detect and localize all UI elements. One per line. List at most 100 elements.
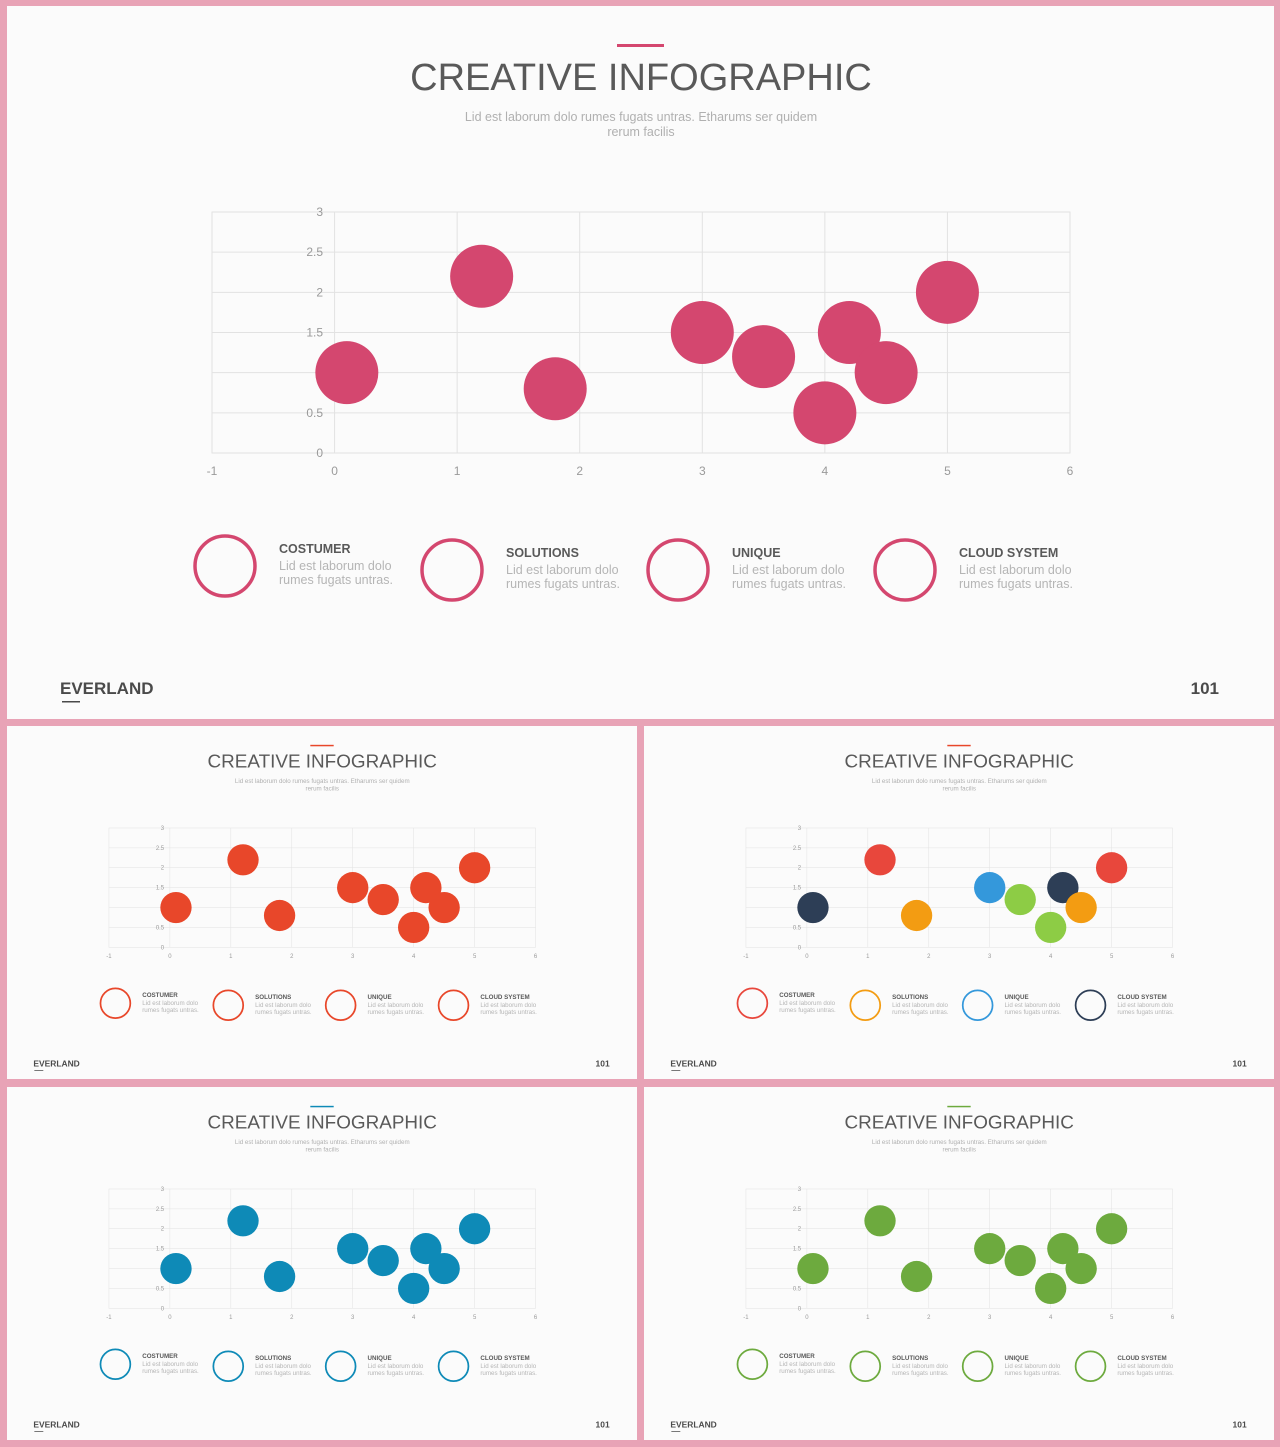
- legend-title: COSTUMER: [142, 992, 178, 999]
- legend-ring-icon: [437, 989, 470, 1021]
- scatter-chart: -1 0 1 2 3 4 5 6 0 0.5 1.5 2 2.5 3: [743, 826, 1175, 960]
- scatter-point: [1004, 883, 1036, 916]
- y-tick-label: 0.5: [306, 406, 323, 420]
- scatter-chart: -1 0 1 2 3 4 5 6 0 0.5 1.5 2 2.5 3: [106, 1187, 538, 1321]
- x-tick-label: 1: [229, 954, 233, 960]
- slide-subtitle-line2: rerum facilis: [306, 785, 339, 792]
- scatter-point: [458, 1213, 491, 1245]
- x-tick-label: 1: [229, 1315, 233, 1321]
- title-accent-bar: [310, 744, 334, 747]
- x-tick-label: -1: [106, 954, 112, 960]
- legend-title: CLOUD SYSTEM: [959, 546, 1058, 560]
- slide-subtitle-line1: Lid est laborum dolo rumes fugats untras…: [465, 110, 817, 124]
- y-tick-label: 2.5: [156, 1207, 165, 1213]
- legend-ring-icon: [961, 989, 994, 1021]
- scatter-point: [398, 1272, 430, 1305]
- legend-title: UNIQUE: [367, 994, 391, 1001]
- slide-canvas: CREATIVE INFOGRAPHIC Lid est laborum dolo…: [670, 1105, 1247, 1432]
- title-accent-bar: [947, 1105, 971, 1108]
- slide-blue: CREATIVE INFOGRAPHIC Lid est laborum dolo…: [7, 1087, 637, 1440]
- scatter-chart: -1 0 1 2 3 4 5 6 0 0.5 1.5 2 2.5 3: [106, 826, 538, 960]
- legend-desc-line2: rumes fugats untras.: [506, 577, 620, 591]
- scatter-point: [817, 301, 881, 364]
- legend-title: COSTUMER: [142, 1353, 178, 1360]
- brand-name: EVERLAND: [670, 1059, 716, 1069]
- x-tick-label: -1: [207, 464, 218, 478]
- brand-underline: [34, 1431, 44, 1432]
- legend-desc-line1: Lid est laborum dolo: [1004, 1002, 1060, 1009]
- scatter-point: [227, 1205, 259, 1237]
- legend-desc-line1: Lid est laborum dolo: [480, 1002, 536, 1009]
- legend-desc-line1: Lid est laborum dolo: [367, 1002, 423, 1009]
- scatter-point: [1095, 1213, 1128, 1245]
- scatter-point: [398, 911, 430, 944]
- legend-desc-line2: rumes fugats untras.: [480, 1009, 537, 1016]
- legend-desc-line1: Lid est laborum dolo: [892, 1002, 948, 1009]
- title-accent-bar: [617, 44, 664, 47]
- legend-title: UNIQUE: [367, 1355, 391, 1362]
- y-tick-label: 3: [798, 826, 802, 832]
- y-tick-label: 0.5: [793, 1286, 802, 1292]
- brand-name: EVERLAND: [33, 1420, 79, 1430]
- x-tick-label: 4: [1049, 1315, 1053, 1321]
- scatter-point: [227, 844, 259, 876]
- x-tick-label: 5: [473, 1315, 477, 1321]
- scatter-point: [263, 899, 296, 932]
- legend-desc-line1: Lid est laborum dolo: [1004, 1363, 1060, 1370]
- legend-desc-line1: Lid est laborum dolo: [255, 1002, 311, 1009]
- scatter-point: [315, 341, 379, 405]
- x-tick-label: 3: [351, 1315, 355, 1321]
- slide-canvas: CREATIVE INFOGRAPHIC Lid est laborum dolo…: [33, 1105, 610, 1432]
- slide-subtitle-line1: Lid est laborum dolo rumes fugats untras…: [872, 1139, 1047, 1146]
- brand-underline: [671, 1070, 681, 1071]
- legend-ring-icon: [324, 989, 357, 1021]
- scatter-point: [1035, 1272, 1067, 1305]
- y-tick-label: 3: [316, 205, 323, 219]
- legend-desc-line2: rumes fugats untras.: [1117, 1009, 1174, 1016]
- legend-desc-line2: rumes fugats untras.: [779, 1007, 836, 1014]
- slide-title: CREATIVE INFOGRAPHIC: [410, 57, 872, 99]
- scatter-point: [428, 1252, 460, 1285]
- legend-ring-icon: [99, 987, 132, 1019]
- x-tick-label: -1: [743, 954, 749, 960]
- y-tick-label: 0: [161, 1306, 165, 1312]
- x-tick-label: 6: [1067, 464, 1074, 478]
- title-accent-bar: [310, 1105, 334, 1108]
- legend-ring-icon: [736, 987, 769, 1019]
- legend-ring-icon: [1074, 989, 1107, 1021]
- scatter-point: [915, 260, 979, 324]
- legend-desc-line1: Lid est laborum dolo: [1117, 1363, 1173, 1370]
- scatter-point: [1095, 852, 1128, 884]
- scatter-point: [410, 1233, 442, 1265]
- y-tick-label: 2.5: [306, 245, 323, 259]
- legend-desc-line2: rumes fugats untras.: [1117, 1370, 1174, 1377]
- legend-title: CLOUD SYSTEM: [1117, 994, 1166, 1001]
- x-tick-label: 2: [927, 954, 930, 960]
- legend-title: COSTUMER: [279, 542, 351, 556]
- x-tick-label: 1: [454, 464, 461, 478]
- slide-main-pink: CREATIVE INFOGRAPHIC Lid est laborum dolo…: [7, 6, 1274, 719]
- legend-desc-line1: Lid est laborum dolo: [732, 563, 845, 577]
- y-tick-label: 1.5: [156, 1247, 165, 1253]
- y-tick-label: 3: [161, 826, 165, 832]
- legend-title: UNIQUE: [1004, 1355, 1028, 1362]
- legend-desc-line1: Lid est laborum dolo: [142, 1361, 198, 1368]
- title-accent-bar: [947, 744, 971, 747]
- y-tick-label: 2: [316, 285, 323, 299]
- scatter-chart: -1 0 1 2 3 4 5 6 0 0.5 1.5 2 2.5 3: [743, 1187, 1175, 1321]
- y-tick-label: 0.5: [156, 1286, 165, 1292]
- x-tick-label: 6: [534, 1315, 538, 1321]
- x-tick-label: 1: [866, 1315, 870, 1321]
- scatter-point: [900, 899, 933, 932]
- scatter-point: [854, 341, 918, 405]
- legend-title: SOLUTIONS: [255, 1355, 291, 1362]
- legend-ring-icon: [420, 538, 484, 602]
- scatter-point: [1065, 1252, 1097, 1285]
- scatter-point: [367, 883, 399, 916]
